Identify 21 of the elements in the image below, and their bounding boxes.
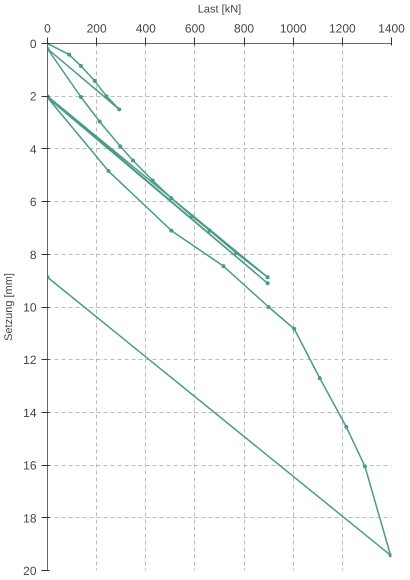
y-tick-label: 0 [30, 37, 37, 51]
x-tick-label: 1400 [378, 22, 406, 36]
y-tick-label: 12 [23, 353, 37, 368]
y-tick-label: 6 [30, 195, 37, 210]
y-tick-label: 14 [23, 406, 37, 420]
y-tick-label: 8 [30, 248, 37, 262]
x-tick-label: 400 [136, 22, 156, 36]
y-tick-label: 16 [23, 458, 37, 473]
x-tick-label: 1000 [280, 22, 307, 36]
y-tick-label: 2 [30, 90, 37, 104]
y-tick-label: 20 [23, 564, 37, 578]
x-tick-label: 800 [234, 22, 254, 36]
y-axis-title: Setzung [mm] [3, 273, 16, 341]
y-tick-label: 4 [30, 142, 37, 156]
x-axis-title: Last [kN] [198, 4, 242, 16]
y-tick-label: 10 [23, 300, 37, 314]
x-tick-label: 0 [44, 22, 52, 36]
y-tick-label: 18 [23, 511, 37, 526]
x-tick-label: 600 [184, 22, 206, 36]
x-tick-label: 1200 [329, 22, 356, 36]
x-tick-label: 200 [86, 22, 107, 36]
